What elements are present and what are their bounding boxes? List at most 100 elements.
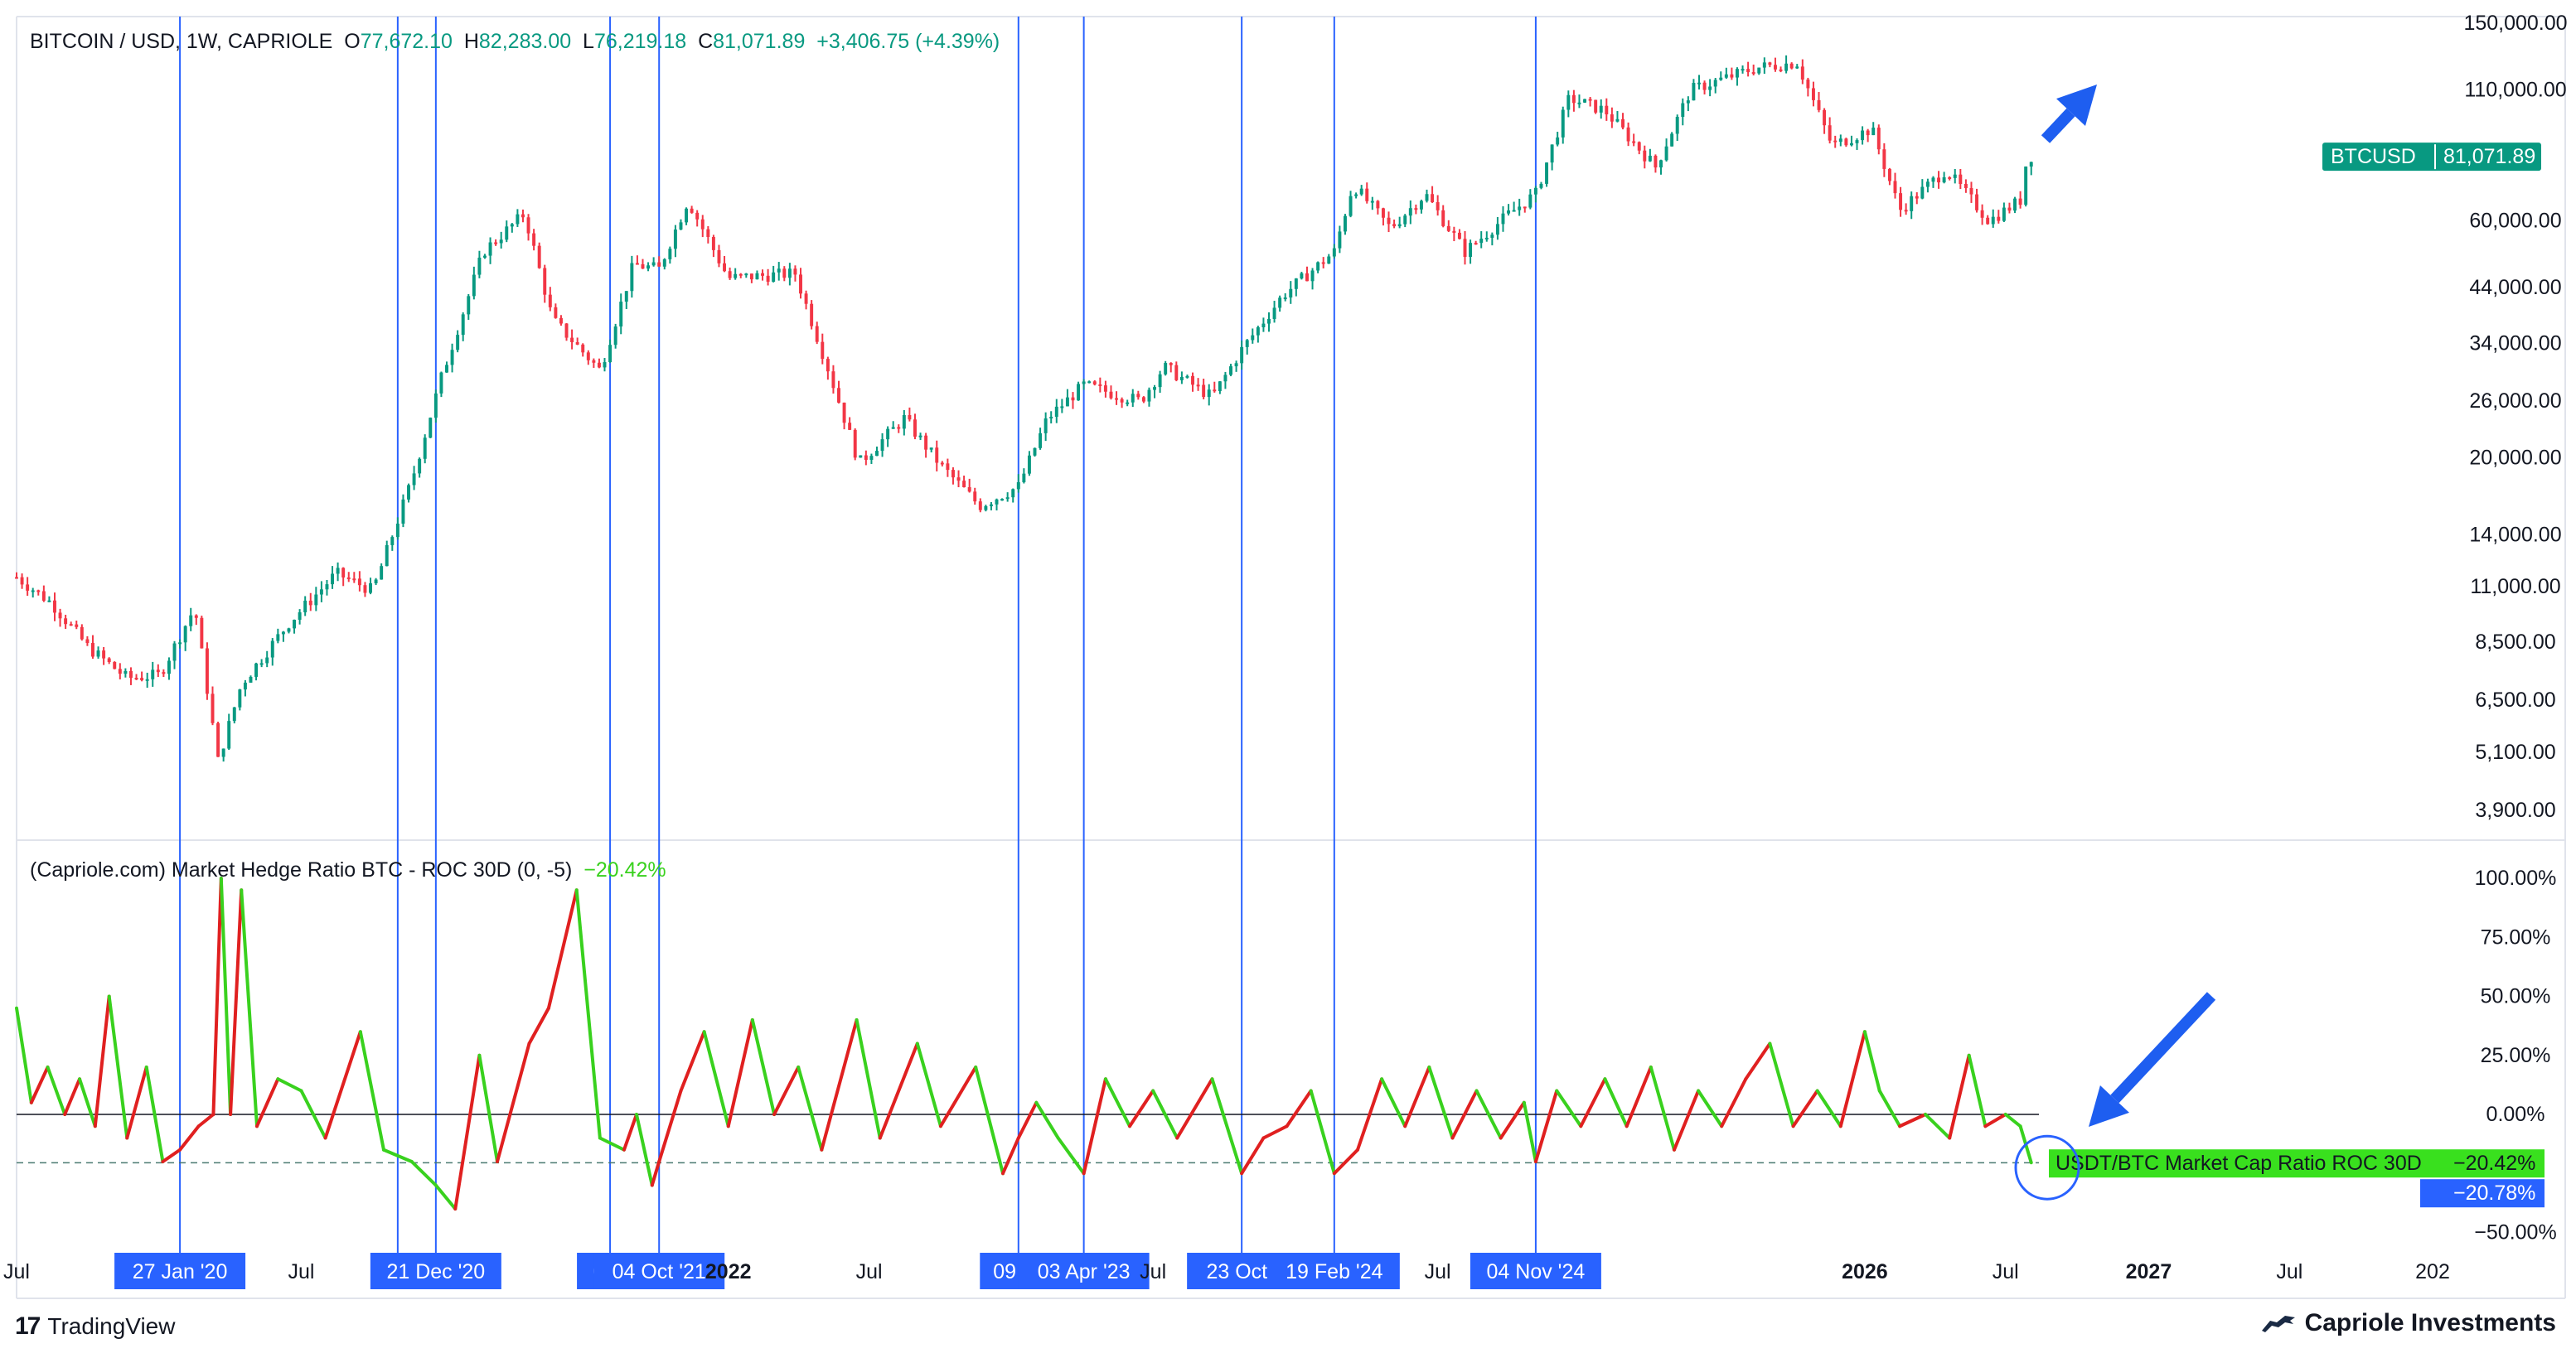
price-candle xyxy=(488,237,492,264)
price-candle xyxy=(75,621,79,630)
price-candle xyxy=(1283,293,1287,302)
price-candle xyxy=(96,646,100,659)
price-candle xyxy=(1838,134,1842,147)
price-candle xyxy=(1605,98,1609,121)
price-candle xyxy=(1713,77,1717,94)
price-candle xyxy=(69,621,73,626)
price-candle xyxy=(526,214,530,241)
price-candle xyxy=(1103,380,1107,398)
price-candle xyxy=(254,662,259,681)
roc-segment xyxy=(1056,1136,1086,1176)
price-candle xyxy=(390,535,395,551)
price-candle xyxy=(1997,210,2001,224)
price-candle xyxy=(1321,257,1325,268)
price-candle xyxy=(1191,372,1194,392)
price-candle xyxy=(259,659,264,668)
price-axis-tick: 26,000.00 xyxy=(2469,389,2561,413)
price-candle xyxy=(826,356,830,380)
roc-segment xyxy=(1791,1089,1819,1128)
roc-segment xyxy=(1001,1136,1020,1176)
roc-segment xyxy=(622,1113,638,1152)
price-candle xyxy=(1893,172,1897,199)
price-candle xyxy=(1681,98,1685,126)
price-candle xyxy=(1773,57,1777,72)
price-candle xyxy=(1387,211,1391,233)
price-candle xyxy=(700,215,705,238)
price-candle xyxy=(1518,198,1522,216)
time-axis-tick: Jul xyxy=(2276,1260,2302,1283)
roc-segment xyxy=(93,994,111,1128)
price-candle xyxy=(91,635,94,659)
price-candle xyxy=(499,231,503,249)
svg-text:23 Oct ': 23 Oct ' xyxy=(1206,1260,1276,1283)
price-axis-tick: 6,500.00 xyxy=(2475,689,2555,712)
roc-segment xyxy=(1151,1089,1179,1140)
roc-segment xyxy=(650,1160,661,1187)
time-axis-tick: 2022 xyxy=(705,1260,752,1283)
svg-text:USDT/BTC Market Cap Ratio ROC: USDT/BTC Market Cap Ratio ROC 30D xyxy=(2055,1152,2422,1175)
price-candle xyxy=(1251,328,1255,344)
roc-segment xyxy=(1499,1100,1526,1140)
price-candle xyxy=(102,646,106,665)
roc-segment xyxy=(878,1041,919,1140)
price-candle xyxy=(1724,67,1728,80)
price-candle xyxy=(1550,144,1554,171)
roc-segment xyxy=(726,1018,754,1128)
price-candle xyxy=(456,330,460,353)
price-axis-tick: 5,100.00 xyxy=(2475,741,2555,764)
price-candle xyxy=(1305,266,1309,282)
price-candle xyxy=(1741,65,1745,74)
event-date-label: 21 Dec '20 xyxy=(370,1253,501,1289)
price-candle xyxy=(1164,360,1168,376)
price-candle xyxy=(1419,199,1423,214)
indicator-title[interactable]: (Capriole.com) Market Hedge Ratio BTC - … xyxy=(30,858,573,882)
price-candle xyxy=(336,562,340,582)
price-candle xyxy=(1370,196,1374,210)
price-candle xyxy=(1920,179,1925,200)
price-candle xyxy=(581,343,585,357)
price-candle xyxy=(641,259,645,269)
price-candle xyxy=(1632,133,1636,147)
roc-segment xyxy=(2003,1113,2022,1128)
price-candle xyxy=(357,571,361,592)
price-candle xyxy=(1702,80,1707,94)
price-candle xyxy=(1583,99,1586,104)
open-value: 77,672.10 xyxy=(360,30,453,53)
price-candle xyxy=(243,679,247,697)
price-candle xyxy=(401,494,405,528)
price-candle xyxy=(1692,79,1696,101)
roc-segment xyxy=(1175,1077,1214,1140)
price-candle xyxy=(929,447,933,452)
tradingview-footer[interactable]: 17 TradingView xyxy=(15,1312,175,1341)
roc-axis-tick: 100.00% xyxy=(2475,867,2557,890)
roc-segment xyxy=(1474,1089,1503,1140)
price-candle xyxy=(134,674,138,680)
price-candle xyxy=(613,323,617,349)
price-candle xyxy=(592,358,596,368)
price-candle xyxy=(395,517,399,540)
price-candle xyxy=(1234,360,1238,372)
price-candle xyxy=(837,380,840,404)
roc-segment xyxy=(527,1006,550,1046)
price-candle xyxy=(559,315,563,326)
price-candle xyxy=(1675,114,1679,141)
price-candle xyxy=(717,244,721,268)
price-candle xyxy=(433,389,438,423)
price-candle xyxy=(1523,206,1527,213)
price-candle xyxy=(1577,94,1581,109)
time-axis-tick: Jul xyxy=(1993,1260,2019,1283)
price-candle xyxy=(749,273,753,283)
price-candle xyxy=(200,616,204,649)
roc-segment xyxy=(1285,1089,1313,1128)
symbol-title[interactable]: BITCOIN / USD, 1W, CAPRIOLE xyxy=(30,30,333,53)
price-candle xyxy=(385,540,389,567)
price-candle xyxy=(1648,148,1652,162)
price-candle xyxy=(461,312,465,341)
price-candle xyxy=(128,667,133,685)
price-candle xyxy=(140,671,144,682)
roc-segment xyxy=(574,888,602,1140)
price-candle xyxy=(831,365,835,394)
price-candle xyxy=(1789,62,1794,70)
